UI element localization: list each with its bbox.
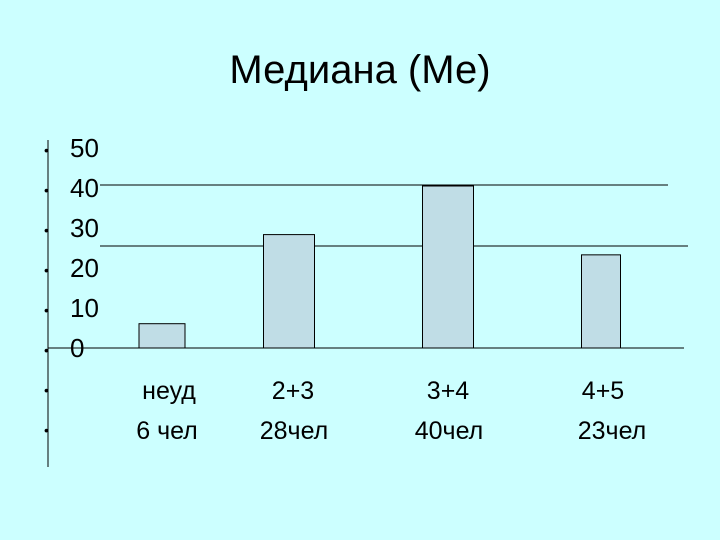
bullet: •	[44, 222, 49, 238]
category-count: 40чел	[414, 417, 484, 445]
category-count: 23чел	[577, 417, 647, 445]
category-label: 4+5	[581, 377, 625, 405]
bullet: •	[44, 422, 49, 438]
category-count: 6 чел	[136, 417, 198, 445]
bullet: •	[44, 382, 49, 398]
category-label: 3+4	[426, 377, 470, 405]
bar-0	[138, 323, 186, 349]
bullet: •	[44, 262, 49, 278]
bar-1	[263, 234, 315, 349]
chart-title: Медиана (Ме)	[229, 48, 491, 92]
y-tick-label: 40	[70, 173, 99, 203]
y-tick-label: 30	[70, 213, 99, 243]
y-tick-label: 50	[70, 133, 99, 163]
category-count: 28чел	[259, 417, 329, 445]
bar-3	[581, 254, 621, 349]
bar-2	[422, 185, 474, 349]
bullet: •	[44, 142, 49, 158]
bullet: •	[44, 182, 49, 198]
category-label: неуд	[142, 377, 196, 405]
category-label: 2+3	[271, 377, 315, 405]
bullet: •	[44, 302, 49, 318]
bullet: •	[44, 342, 49, 358]
y-tick-label: 20	[70, 253, 99, 283]
y-tick-label: 10	[70, 293, 99, 323]
